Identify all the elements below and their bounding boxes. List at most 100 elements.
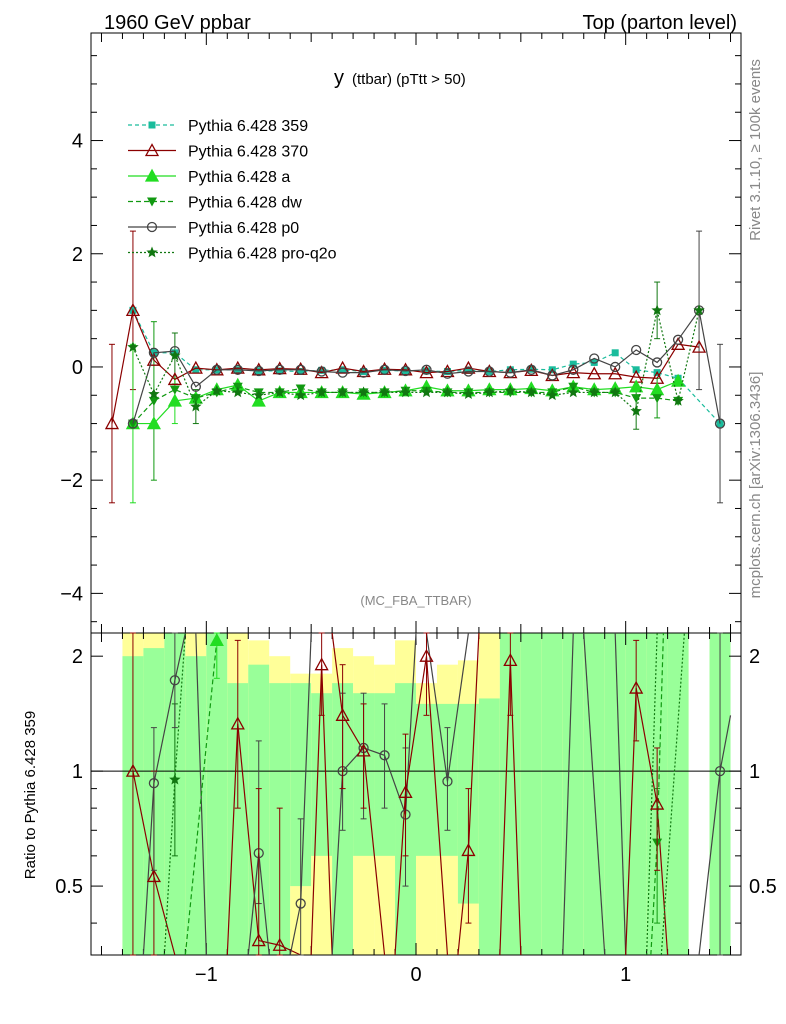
data-point-pp0 (337, 367, 348, 378)
data-point-pq2o (567, 386, 579, 398)
data-point-pq2o (336, 386, 349, 398)
data-point-pp0 (400, 365, 411, 377)
data-point-p370 (104, 416, 120, 430)
chart-title-sub: (ttbar) (pTtt > 50) (352, 71, 466, 88)
data-point-pq2o (525, 386, 538, 398)
data-point-pq2o (462, 388, 475, 399)
ratio-line-pp0 (583, 632, 606, 956)
ratio-y-tick-label: 0.5 (55, 876, 83, 898)
ratio-point-pp0 (442, 776, 453, 787)
x-tick-label: 1 (620, 964, 631, 986)
data-point-p370 (167, 372, 182, 386)
legend-label-pq2o: Pythia 6.428 pro-q2o (188, 246, 337, 263)
data-point-pp0 (484, 366, 495, 377)
data-point-pq2o (190, 400, 202, 412)
data-point-pp0 (316, 366, 327, 377)
ratio-line-pp0 (142, 632, 186, 956)
ratio-point-p370 (356, 743, 371, 757)
ratio-point-p370 (335, 707, 350, 721)
ratio-point-pq2o (169, 773, 181, 785)
ratio-band-green (227, 683, 249, 955)
data-point-pp0 (274, 364, 285, 375)
data-point-p359 (339, 366, 347, 374)
ratio-point-pp0 (379, 750, 390, 761)
rivet-label: Rivet 3.1.10, ≥ 100k events (747, 59, 764, 241)
data-point-p359 (276, 367, 284, 375)
ratio-line-pdw (184, 640, 218, 956)
ratio-point-p370 (230, 716, 245, 730)
data-point-p370 (230, 360, 245, 374)
data-point-pq2o (211, 384, 223, 396)
ratio-point-p370 (629, 680, 644, 694)
data-point-p370 (440, 364, 455, 378)
ratio-point-p370 (314, 657, 329, 671)
legend-label-p370: Pythia 6.428 370 (188, 144, 308, 161)
y-tick-label: −2 (60, 470, 83, 492)
data-point-pq2o (672, 394, 684, 406)
ratio-point-p370 (398, 784, 413, 798)
data-point-pq2o (357, 386, 370, 398)
data-point-pq2o (588, 386, 600, 398)
data-point-pq2o (253, 389, 265, 401)
ratio-band-green (541, 633, 563, 955)
ratio-line-pp0 (614, 632, 627, 956)
legend: Pythia 6.428 359 Pythia 6.428 370 Pythia 6… (128, 118, 337, 263)
ratio-point-pp0 (148, 778, 160, 789)
ratio-line-pq2o (646, 632, 658, 956)
ratio-y-tick-label-right: 0.5 (749, 876, 777, 898)
series-lines (104, 230, 726, 504)
ratio-y-tick-label-right: 1 (749, 761, 760, 783)
data-point-pp0 (127, 418, 139, 429)
ratio-point-p370 (272, 937, 287, 951)
data-point-p370 (691, 339, 707, 353)
ratio-band-green (416, 703, 437, 856)
ratio-line-p370 (625, 687, 669, 956)
data-point-pp0 (463, 366, 474, 377)
data-point-pq2o (127, 341, 139, 353)
data-point-pp0 (190, 381, 201, 392)
data-point-pa (167, 393, 182, 407)
data-point-p370 (608, 366, 623, 380)
data-point-p359 (632, 366, 640, 374)
ratio-band-green (520, 633, 542, 955)
ratio-line-pq2o (163, 632, 186, 956)
data-point-pq2o (169, 349, 181, 361)
y-tick-label: 0 (72, 357, 83, 379)
data-point-pdw (148, 396, 159, 406)
ratio-band-green (185, 656, 207, 955)
ratio-line-pq2o (660, 632, 685, 956)
ratio-band-green (562, 633, 584, 955)
ratio-point-pa (209, 633, 224, 647)
chart-title-main: y (334, 67, 344, 89)
data-point-pp0 (379, 364, 390, 375)
data-point-p359 (506, 366, 514, 374)
data-point-p359 (611, 349, 619, 357)
data-point-pq2o (609, 386, 621, 398)
ratio-band-green (499, 633, 521, 955)
legend-label-p359: Pythia 6.428 359 (188, 118, 308, 135)
data-point-pp0 (358, 367, 369, 378)
data-point-pa (146, 416, 161, 430)
data-point-pp0 (421, 364, 432, 375)
y-tick-label: −4 (60, 583, 83, 605)
data-point-pq2o (630, 405, 642, 416)
ratio-point-p370 (146, 869, 161, 883)
x-tick-label: −1 (195, 964, 218, 986)
legend-label-pdw: Pythia 6.428 dw (188, 195, 302, 212)
data-point-pp0 (651, 357, 663, 368)
data-point-pa (629, 379, 644, 393)
legend-marker-p359 (148, 121, 156, 129)
axes: −4 −2 0 2 4 −1 0 1 0.5 0.5 1 1 2 2 (55, 32, 777, 986)
ratio-band-green (667, 633, 689, 955)
data-point-p370 (146, 352, 161, 366)
data-point-pp0 (631, 344, 642, 356)
data-point-p359 (192, 366, 200, 374)
y-tick-label: 2 (72, 244, 83, 266)
ratio-band-green (478, 698, 500, 955)
data-point-p359 (422, 367, 430, 375)
data-point-pa (671, 373, 686, 387)
data-point-p370 (125, 303, 141, 317)
ratio-band-green (625, 633, 647, 955)
data-point-pq2o (651, 304, 663, 316)
